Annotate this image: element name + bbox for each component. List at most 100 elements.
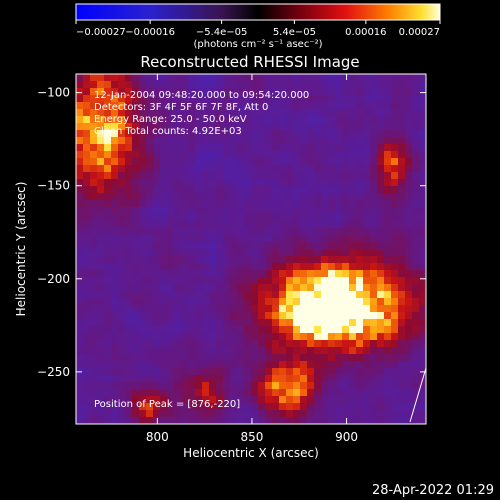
heatmap-cell xyxy=(244,193,252,201)
heatmap-cell xyxy=(258,186,266,194)
heatmap-cell xyxy=(118,172,126,180)
heatmap-cell xyxy=(300,312,308,320)
heatmap-cell xyxy=(391,403,399,411)
heatmap-cell xyxy=(412,123,420,131)
heatmap-cell xyxy=(244,347,252,355)
heatmap-cell xyxy=(181,193,189,201)
heatmap-cell xyxy=(356,235,364,243)
heatmap-cell xyxy=(272,137,280,145)
heatmap-cell xyxy=(167,214,175,222)
heatmap-cell xyxy=(104,417,112,424)
heatmap-cell xyxy=(363,417,371,424)
heatmap-cell xyxy=(391,298,399,306)
heatmap-cell xyxy=(118,102,126,110)
heatmap-cell xyxy=(97,340,105,348)
heatmap-cell xyxy=(419,298,426,306)
heatmap-cell xyxy=(258,130,266,138)
heatmap-cell xyxy=(216,291,224,299)
heatmap-cell xyxy=(195,235,203,243)
heatmap-cell xyxy=(237,193,245,201)
y-tick-label: −150 xyxy=(37,179,70,193)
heatmap-cell xyxy=(258,361,266,369)
heatmap-cell xyxy=(314,340,322,348)
heatmap-cell xyxy=(314,256,322,264)
heatmap-cell xyxy=(132,144,140,152)
heatmap-cell xyxy=(230,109,238,117)
heatmap-cell xyxy=(328,88,336,96)
heatmap-cell xyxy=(181,102,189,110)
heatmap-cell xyxy=(342,158,350,166)
heatmap-cell xyxy=(118,200,126,208)
heatmap-cell xyxy=(139,375,147,383)
heatmap-cell xyxy=(258,242,266,250)
heatmap-cell xyxy=(90,403,98,411)
heatmap-cell xyxy=(419,389,426,397)
heatmap-cell xyxy=(349,284,357,292)
heatmap-cell xyxy=(237,305,245,313)
heatmap-cell xyxy=(167,116,175,124)
heatmap-cell xyxy=(258,249,266,257)
heatmap-cell xyxy=(181,347,189,355)
heatmap-cell xyxy=(356,200,364,208)
heatmap-cell xyxy=(314,214,322,222)
heatmap-cell xyxy=(370,172,378,180)
heatmap-cell xyxy=(125,263,133,271)
heatmap-cell xyxy=(300,123,308,131)
heatmap-cell xyxy=(237,298,245,306)
heatmap-cell xyxy=(384,305,392,313)
heatmap-cell xyxy=(328,109,336,117)
heatmap-cell xyxy=(195,81,203,89)
heatmap-cell xyxy=(237,291,245,299)
heatmap-cell xyxy=(293,193,301,201)
heatmap-cell xyxy=(223,130,231,138)
heatmap-cell xyxy=(244,340,252,348)
heatmap-cell xyxy=(384,144,392,152)
heatmap-cell xyxy=(377,249,385,257)
heatmap-cell xyxy=(167,368,175,376)
heatmap-cell xyxy=(419,382,426,390)
heatmap-cell xyxy=(307,277,315,285)
heatmap-cell xyxy=(314,116,322,124)
heatmap-cell xyxy=(216,284,224,292)
heatmap-cell xyxy=(293,81,301,89)
heatmap-cell xyxy=(216,95,224,103)
heatmap-cell xyxy=(398,81,406,89)
heatmap-cell xyxy=(258,270,266,278)
heatmap-cell xyxy=(76,200,84,208)
heatmap-cell xyxy=(293,88,301,96)
heatmap-cell xyxy=(195,298,203,306)
heatmap-cell xyxy=(328,123,336,131)
heatmap-cell xyxy=(209,333,217,341)
heatmap-cell xyxy=(209,228,217,236)
heatmap-cell xyxy=(307,200,315,208)
heatmap-cell xyxy=(272,410,280,418)
heatmap-cell xyxy=(97,228,105,236)
heatmap-cell xyxy=(293,214,301,222)
heatmap-cell xyxy=(237,137,245,145)
heatmap-cell xyxy=(272,242,280,250)
heatmap-cell xyxy=(104,298,112,306)
heatmap-cell xyxy=(265,361,273,369)
heatmap-cell xyxy=(370,81,378,89)
heatmap-cell xyxy=(419,123,426,131)
heatmap-cell xyxy=(167,298,175,306)
heatmap-cell xyxy=(160,340,168,348)
heatmap-cell xyxy=(237,95,245,103)
heatmap-cell xyxy=(356,298,364,306)
heatmap-cell xyxy=(321,193,329,201)
heatmap-cell xyxy=(188,200,196,208)
heatmap-cell xyxy=(104,375,112,383)
heatmap-cell xyxy=(405,242,413,250)
heatmap-cell xyxy=(265,340,273,348)
heatmap-cell xyxy=(209,389,217,397)
heatmap-cell xyxy=(167,144,175,152)
heatmap-cell xyxy=(97,256,105,264)
heatmap-cell xyxy=(265,186,273,194)
heatmap-cell xyxy=(223,354,231,362)
heatmap-cell xyxy=(118,221,126,229)
heatmap-cell xyxy=(90,410,98,418)
heatmap-cell xyxy=(384,319,392,327)
heatmap-cell xyxy=(237,228,245,236)
solar-limb-line xyxy=(409,367,427,423)
heatmap-cell xyxy=(279,130,287,138)
